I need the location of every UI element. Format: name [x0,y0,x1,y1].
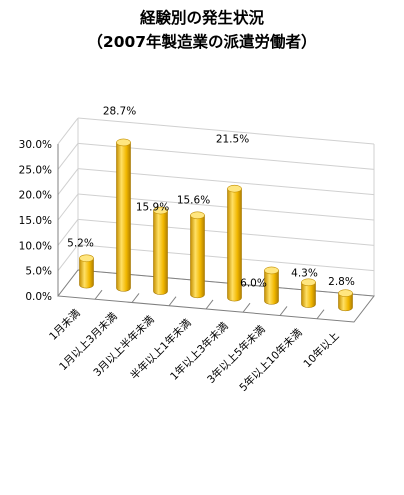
bar [338,289,353,312]
bar-body [116,142,131,292]
bar [153,206,168,295]
data-label: 5.2% [67,237,94,249]
bar [190,211,205,299]
y-tick-label: 15.0% [19,215,52,227]
floor-tick [168,296,177,307]
bar-body [338,292,353,312]
gridline-side [57,117,79,145]
bar [264,266,279,305]
y-tick-label: 5.0% [25,266,52,278]
data-label: 6.0% [240,277,267,289]
bar-top [116,138,131,147]
bar-top [190,211,205,220]
bar-body [79,257,94,289]
bar-top [338,289,353,297]
data-label: 21.5% [216,134,249,146]
bar-top [227,184,242,193]
bar-body [227,188,242,302]
floor-tick [316,309,325,320]
chart-title-line1: 経験別の発生状況 [139,9,264,27]
bar [116,138,131,292]
bars [79,138,353,312]
category-labels: 1月未満1月以上3月未満3月以上半年未満半年以上1年未満1年以上3年未満3年以上… [47,307,341,394]
bar-top [153,206,168,215]
floor [57,269,375,323]
chart-subtitle: （2007年製造業の派遣労働者） [87,33,317,51]
floor-tick [94,289,103,300]
y-tick-label: 10.0% [19,240,52,252]
data-label: 15.9% [136,202,169,214]
floor-tick [279,306,288,316]
gridline-side [57,193,79,221]
category-label: 10年以上 [301,329,342,370]
chart-title: 経験別の発生状況 （2007年製造業の派遣労働者） [0,6,404,54]
category-label: 1月未満 [47,307,83,343]
data-label: 15.6% [177,194,210,206]
data-label: 2.8% [328,276,355,288]
gridline-side [57,143,79,170]
data-label: 4.3% [291,267,318,279]
bar-body [264,270,279,305]
data-label: 28.7% [103,105,136,117]
y-tick-label: 0.0% [25,291,52,303]
y-tick-label: 25.0% [19,164,52,176]
gridline [77,117,375,145]
bar-top [264,266,279,275]
data-labels: 5.2% 28.7% 15.9% 15.6% 21.5% 6.0% 4.3% 2.8% [67,105,355,289]
bar-top [301,278,316,287]
bar-top [79,254,94,263]
bar-body [153,210,168,295]
bar [227,184,242,302]
gridline-side [57,168,79,195]
y-tick-label: 20.0% [19,190,52,202]
bar [79,254,94,289]
bar-body [301,282,316,308]
floor-tick [205,299,214,310]
gridline-side [57,244,79,271]
bar [301,278,316,308]
gridline-side [57,219,79,246]
y-tick-label: 30.0% [19,139,52,151]
floor-tick [242,302,251,313]
floor-tick [131,293,140,303]
bar-body [190,215,205,299]
